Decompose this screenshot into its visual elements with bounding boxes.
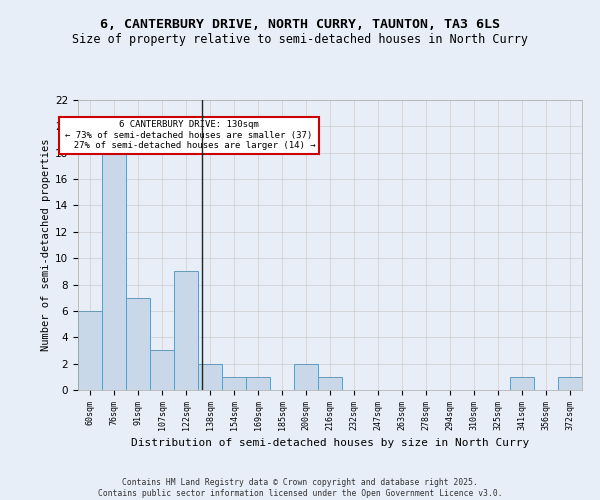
Bar — [510, 377, 534, 390]
Bar — [558, 377, 582, 390]
Bar — [198, 364, 222, 390]
Text: 6, CANTERBURY DRIVE, NORTH CURRY, TAUNTON, TA3 6LS: 6, CANTERBURY DRIVE, NORTH CURRY, TAUNTO… — [100, 18, 500, 30]
Bar — [102, 152, 126, 390]
Text: 6 CANTERBURY DRIVE: 130sqm
← 73% of semi-detached houses are smaller (37)
  27% : 6 CANTERBURY DRIVE: 130sqm ← 73% of semi… — [62, 120, 315, 150]
Bar — [174, 272, 198, 390]
Text: Size of property relative to semi-detached houses in North Curry: Size of property relative to semi-detach… — [72, 32, 528, 46]
Bar — [150, 350, 174, 390]
Bar — [294, 364, 318, 390]
Bar — [78, 311, 102, 390]
X-axis label: Distribution of semi-detached houses by size in North Curry: Distribution of semi-detached houses by … — [131, 438, 529, 448]
Bar — [126, 298, 150, 390]
Y-axis label: Number of semi-detached properties: Number of semi-detached properties — [41, 138, 51, 352]
Bar — [222, 377, 246, 390]
Bar — [246, 377, 270, 390]
Bar — [318, 377, 342, 390]
Text: Contains HM Land Registry data © Crown copyright and database right 2025.
Contai: Contains HM Land Registry data © Crown c… — [98, 478, 502, 498]
